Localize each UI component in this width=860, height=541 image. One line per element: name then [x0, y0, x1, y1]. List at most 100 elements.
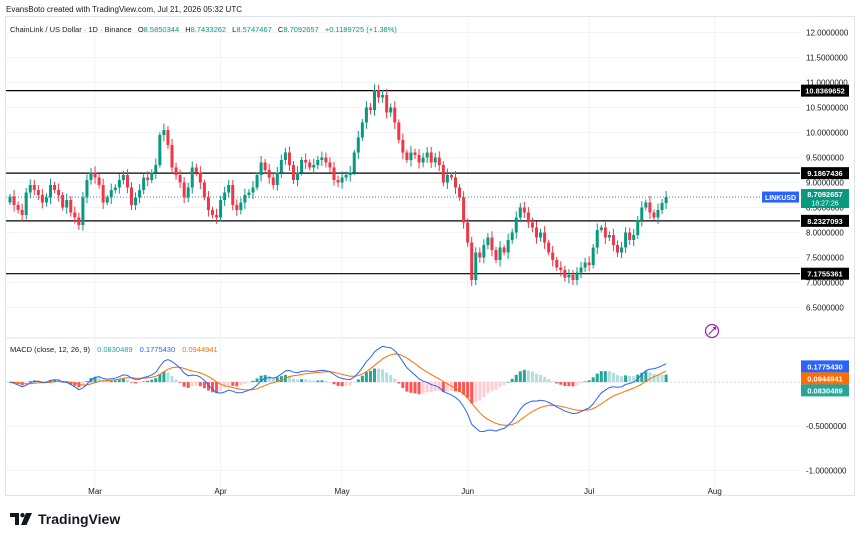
price-axis: 12.0000000 11.5000000 11.0000000 10.5000000…	[762, 29, 849, 475]
macd-pane	[6, 345, 800, 433]
macd-histogram-bar	[304, 379, 308, 383]
macd-histogram-bar	[130, 382, 133, 383]
candle-body	[478, 252, 482, 258]
replay-icon[interactable]	[704, 323, 720, 339]
candle-body	[417, 155, 421, 163]
legend-close: 8.7092657	[283, 25, 318, 34]
macd-histogram-bar	[478, 382, 482, 401]
countdown-label: 18:27:26	[811, 201, 838, 208]
candle-body	[20, 210, 24, 215]
candle-body	[535, 227, 538, 238]
macd-histogram-bar	[324, 380, 328, 383]
price-tick-label: 7.5000000	[806, 254, 844, 263]
candle-body	[474, 252, 478, 280]
candle-body	[223, 192, 227, 200]
candle-body	[393, 107, 397, 123]
price-tick-label: 8.0000000	[806, 229, 844, 238]
macd-histogram-bar	[125, 379, 129, 383]
candle-body	[194, 167, 198, 173]
macd-histogram-bar	[563, 382, 567, 387]
candle-body	[628, 232, 632, 240]
price-tick-label: 11.5000000	[806, 54, 848, 63]
candle-body	[49, 185, 52, 198]
candle-body	[437, 157, 441, 165]
macd-histogram-bar	[656, 374, 660, 383]
candle-body	[571, 275, 575, 280]
candle-body	[300, 160, 304, 173]
price-tick-label: 10.0000000	[806, 129, 849, 138]
candle-body	[518, 207, 522, 218]
legend-close-label: C	[278, 25, 284, 34]
candle-body	[454, 177, 457, 188]
candle-body	[77, 217, 81, 225]
macd-histogram-bar	[308, 380, 312, 383]
macd-histogram-bar	[211, 382, 214, 393]
time-tick-label: Aug	[708, 487, 722, 496]
macd-histogram-bar	[547, 379, 551, 383]
candle-body	[555, 260, 559, 268]
macd-value-box	[801, 360, 849, 373]
macd-histogram-bar	[543, 376, 547, 383]
candle-body	[401, 140, 405, 153]
candle-body	[24, 192, 28, 215]
candle-body	[543, 232, 547, 243]
candle-body	[138, 190, 142, 198]
macd-histogram-bar	[69, 382, 73, 385]
macd-histogram-bar	[648, 372, 652, 383]
macd-histogram-bar	[202, 382, 206, 389]
price-tick-label: 11.0000000	[806, 79, 848, 88]
macd-histogram-bar	[81, 382, 85, 385]
candle-body	[231, 185, 235, 205]
macd-histogram-bar	[433, 382, 437, 391]
macd-histogram-bar	[239, 382, 243, 386]
legend-symbol: ChainLink / US Dollar · 1D · Binance	[10, 25, 132, 34]
macd-line	[9, 345, 667, 433]
candle-body	[514, 217, 518, 233]
macd-histogram-bar	[158, 374, 162, 383]
candle-body	[494, 250, 498, 260]
macd-histogram-bar	[243, 382, 247, 384]
macd-histogram-bar	[551, 381, 555, 383]
macd-histogram-bar	[494, 382, 498, 390]
macd-value-box	[801, 372, 849, 385]
macd-histogram-bar	[413, 382, 417, 394]
macd-signal-line	[9, 353, 667, 426]
candle-body	[304, 160, 308, 163]
candle-body	[328, 162, 332, 168]
candle-body	[441, 165, 445, 183]
svg-text:MACD (close, 12, 26, 9) 0.: MACD (close, 12, 26, 9) 0.0830489 0.1775…	[10, 345, 218, 354]
candle-body	[421, 157, 425, 163]
macd-histogram-bar	[522, 369, 526, 383]
macd-histogram-bar	[235, 382, 239, 387]
candle-body	[352, 152, 356, 173]
candle-body	[113, 187, 117, 190]
candle-body	[490, 237, 494, 250]
macd-histogram-bar	[198, 382, 202, 387]
macd-histogram-bar	[620, 376, 624, 383]
macd-histogram-bar	[138, 382, 142, 384]
candle-body	[636, 220, 640, 235]
candle-body	[547, 242, 551, 253]
candle-body	[255, 175, 259, 188]
macd-histogram-bar	[385, 372, 389, 383]
time-tick-label: Mar	[88, 487, 102, 496]
macd-histogram-bar	[502, 382, 506, 386]
macd-histogram-bar	[194, 382, 198, 386]
macd-histogram-bar	[425, 382, 429, 393]
candle-body	[579, 267, 583, 273]
macd-histogram-bar	[405, 382, 409, 392]
macd-histogram-bar	[271, 377, 275, 383]
macd-histogram-bar	[312, 380, 316, 383]
candle-body	[89, 172, 93, 180]
macd-histogram-bar	[644, 371, 648, 383]
symbol-badge	[762, 191, 799, 203]
macd-histogram-bar	[292, 378, 295, 383]
macd-histogram-bar	[162, 371, 166, 383]
candle-body	[425, 152, 429, 158]
candle-body	[449, 175, 453, 178]
legend-low-label: L	[232, 25, 236, 34]
macd-histogram-bar	[275, 377, 279, 383]
time-tick-label: May	[335, 487, 350, 496]
macd-value-label: 0.1775430	[807, 362, 842, 371]
